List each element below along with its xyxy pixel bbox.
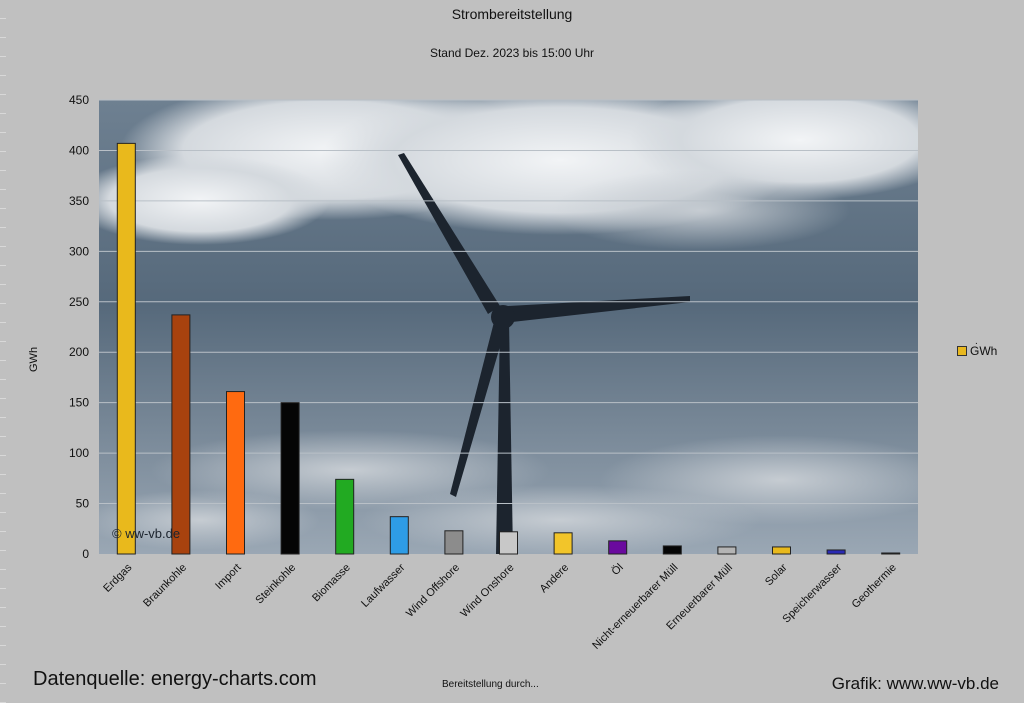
y-tick-label: 300 xyxy=(69,244,89,258)
data-source: Datenquelle: energy-charts.com xyxy=(33,668,317,690)
bar-speicherwasser xyxy=(826,549,846,555)
y-axis-ticks: 0 50 100 150 200 250 300 350 400 450 xyxy=(69,93,89,561)
bar-wind-offshore xyxy=(444,530,464,555)
bar-biomasse xyxy=(335,478,355,555)
x-tick-label: Nicht-erneuerbarer Müll xyxy=(590,562,680,652)
bar-steinkohle xyxy=(280,402,300,555)
bar-erdgas xyxy=(116,142,136,555)
bar-import xyxy=(226,391,245,555)
x-tick-label: Speicherwasser xyxy=(780,561,844,625)
x-tick-label: Import xyxy=(213,562,244,593)
x-tick-label: Steinkohle xyxy=(253,562,298,607)
y-tick-label: 100 xyxy=(69,446,89,460)
watermark: © ww-vb.de xyxy=(112,526,180,541)
bar-nicht-erneuerbarer-müll xyxy=(662,545,682,555)
x-tick-label: Wind Offshore xyxy=(404,562,462,620)
x-tick-label: Geothermie xyxy=(850,562,899,611)
y-tick-label: 150 xyxy=(69,396,89,410)
y-tick-label: 200 xyxy=(69,345,89,359)
bar-erneuerbarer-müll xyxy=(717,546,737,555)
bar-solar xyxy=(772,546,791,555)
x-axis-ticks: Erdgas Braunkohle Import Steinkohle Biomasse… xyxy=(101,561,899,652)
x-tick-label: Biomasse xyxy=(310,562,353,605)
x-tick-label: Braunkohle xyxy=(141,562,189,610)
legend: . GWh xyxy=(957,336,998,358)
x-tick-label: Erdgas xyxy=(101,561,134,594)
x-tick-label: Andere xyxy=(538,562,572,596)
y-tick-label: 350 xyxy=(69,194,89,208)
y-axis-label: GWh xyxy=(28,346,40,372)
bar-wind-onshore xyxy=(499,531,518,555)
x-tick-label: Öl xyxy=(610,562,626,578)
bar-geothermie xyxy=(881,552,901,555)
x-axis-label: Bereitstellung durch... xyxy=(442,679,539,690)
y-tick-label: 400 xyxy=(69,143,89,157)
x-tick-label: Wind Onshore xyxy=(458,562,516,620)
spreadsheet-grid-edge xyxy=(0,0,6,703)
bar-andere xyxy=(553,532,573,555)
legend-dot: . xyxy=(975,336,978,347)
y-tick-label: 50 xyxy=(76,497,90,511)
bar-öl xyxy=(608,540,628,555)
bars xyxy=(116,142,901,555)
y-tick-label: 0 xyxy=(82,547,89,561)
chart-subtitle: Stand Dez. 2023 bis 15:00 Uhr xyxy=(429,46,595,60)
graphic-credit: Grafik: www.ww-vb.de xyxy=(831,674,999,693)
legend-swatch xyxy=(957,346,967,356)
y-tick-label: 450 xyxy=(69,93,89,107)
x-tick-label: Solar xyxy=(763,561,790,588)
bar-braunkohle xyxy=(171,314,191,555)
chart-title: Strombereitstellung xyxy=(451,6,573,22)
legend-label: GWh xyxy=(970,344,998,358)
x-tick-label: Laufwasser xyxy=(359,561,407,609)
y-tick-label: 250 xyxy=(69,295,89,309)
wind-turbine-photo xyxy=(99,100,918,554)
bar-laufwasser xyxy=(389,516,409,555)
